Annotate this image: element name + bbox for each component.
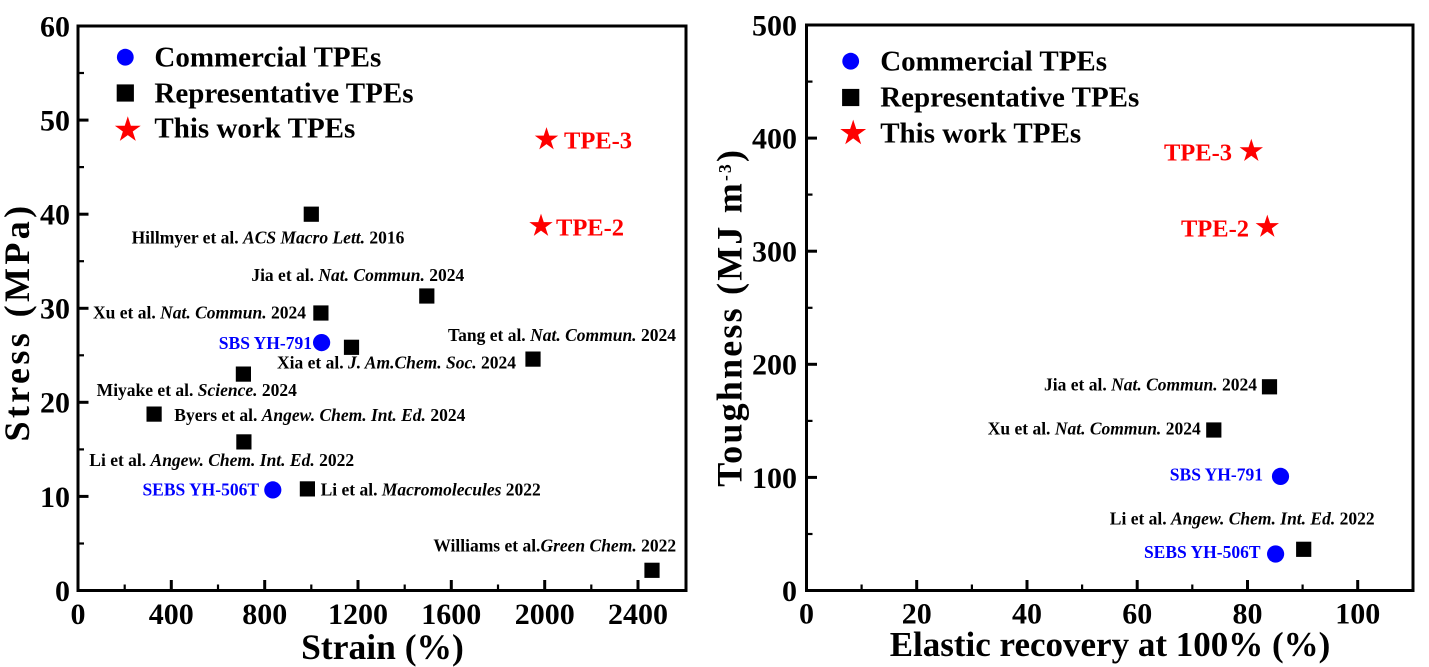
svg-text:0: 0 — [55, 575, 70, 608]
svg-text:TPE-3: TPE-3 — [564, 128, 632, 155]
svg-text:50: 50 — [40, 105, 70, 138]
svg-text:Hillmyer et al. ACS Macro Lett: Hillmyer et al. ACS Macro Lett. 2016 — [132, 228, 405, 248]
svg-text:60: 60 — [40, 10, 70, 43]
svg-text:400: 400 — [149, 598, 194, 631]
svg-text:2400: 2400 — [608, 598, 668, 631]
svg-text:Toughness (MJ m-3): Toughness (MJ m-3) — [710, 148, 750, 487]
svg-text:SEBS YH-506T: SEBS YH-506T — [1144, 542, 1261, 562]
svg-text:Stress (MPa): Stress (MPa) — [0, 202, 37, 441]
svg-text:1600: 1600 — [421, 598, 481, 631]
svg-text:Miyake et al. Science. 2024: Miyake et al. Science. 2024 — [97, 380, 297, 400]
svg-text:0: 0 — [71, 598, 86, 631]
svg-text:SEBS YH-506T: SEBS YH-506T — [142, 480, 259, 500]
svg-text:SBS YH-791: SBS YH-791 — [219, 333, 312, 353]
svg-text:60: 60 — [1122, 598, 1152, 631]
svg-text:Commercial TPEs: Commercial TPEs — [154, 42, 381, 74]
svg-text:10: 10 — [40, 481, 70, 514]
svg-text:TPE-2: TPE-2 — [556, 215, 624, 242]
svg-text:Jia et al. Nat. Commun. 2024: Jia et al. Nat. Commun. 2024 — [251, 265, 464, 285]
svg-text:Xia et al. J. Am.Chem. Soc. 20: Xia et al. J. Am.Chem. Soc. 2024 — [277, 353, 516, 373]
svg-text:100: 100 — [1335, 598, 1380, 631]
svg-text:30: 30 — [40, 293, 70, 326]
svg-text:0: 0 — [799, 598, 814, 631]
svg-text:1200: 1200 — [328, 598, 388, 631]
svg-text:This work TPEs: This work TPEs — [154, 113, 355, 145]
svg-text:400: 400 — [752, 123, 797, 156]
svg-text:Representative TPEs: Representative TPEs — [880, 82, 1139, 114]
svg-text:200: 200 — [752, 349, 797, 382]
svg-text:This work TPEs: This work TPEs — [880, 118, 1081, 150]
svg-text:Jia et al. Nat. Commun. 2024: Jia et al. Nat. Commun. 2024 — [1044, 375, 1257, 395]
svg-text:Representative TPEs: Representative TPEs — [154, 77, 413, 109]
svg-text:100: 100 — [752, 462, 797, 495]
svg-text:Tang et al. Nat. Commun. 2024: Tang et al. Nat. Commun. 2024 — [448, 325, 676, 345]
svg-text:SBS YH-791: SBS YH-791 — [1170, 464, 1263, 484]
svg-text:Xu et al. Nat. Commun. 2024: Xu et al. Nat. Commun. 2024 — [988, 419, 1201, 439]
svg-text:TPE-2: TPE-2 — [1181, 215, 1249, 242]
svg-text:80: 80 — [1233, 598, 1263, 631]
svg-text:Byers et al. Angew. Chem. Int.: Byers et al. Angew. Chem. Int. Ed. 2024 — [174, 405, 465, 425]
svg-text:20: 20 — [40, 387, 70, 420]
svg-text:40: 40 — [40, 199, 70, 232]
svg-text:Li et al. Macromolecules 2022: Li et al. Macromolecules 2022 — [321, 480, 541, 500]
svg-text:0: 0 — [782, 575, 797, 608]
svg-text:300: 300 — [752, 236, 797, 269]
svg-text:Xu et al. Nat. Commun. 2024: Xu et al. Nat. Commun. 2024 — [93, 303, 306, 323]
svg-text:TPE-3: TPE-3 — [1164, 140, 1232, 167]
svg-text:Williams et al.Green Chem. 202: Williams et al.Green Chem. 2022 — [433, 536, 676, 556]
svg-text:Li et al. Angew. Chem. Int. Ed: Li et al. Angew. Chem. Int. Ed. 2022 — [89, 450, 354, 470]
svg-text:40: 40 — [1012, 598, 1042, 631]
svg-text:Elastic recovery at 100% (%): Elastic recovery at 100% (%) — [890, 625, 1331, 664]
svg-text:20: 20 — [902, 598, 932, 631]
svg-text:500: 500 — [752, 9, 797, 42]
svg-text:Li et al. Angew. Chem. Int. Ed: Li et al. Angew. Chem. Int. Ed. 2022 — [1110, 508, 1375, 528]
svg-text:800: 800 — [242, 598, 287, 631]
svg-text:Strain (%): Strain (%) — [301, 627, 464, 667]
svg-text:2000: 2000 — [515, 598, 575, 631]
svg-text:Commercial TPEs: Commercial TPEs — [880, 46, 1107, 78]
